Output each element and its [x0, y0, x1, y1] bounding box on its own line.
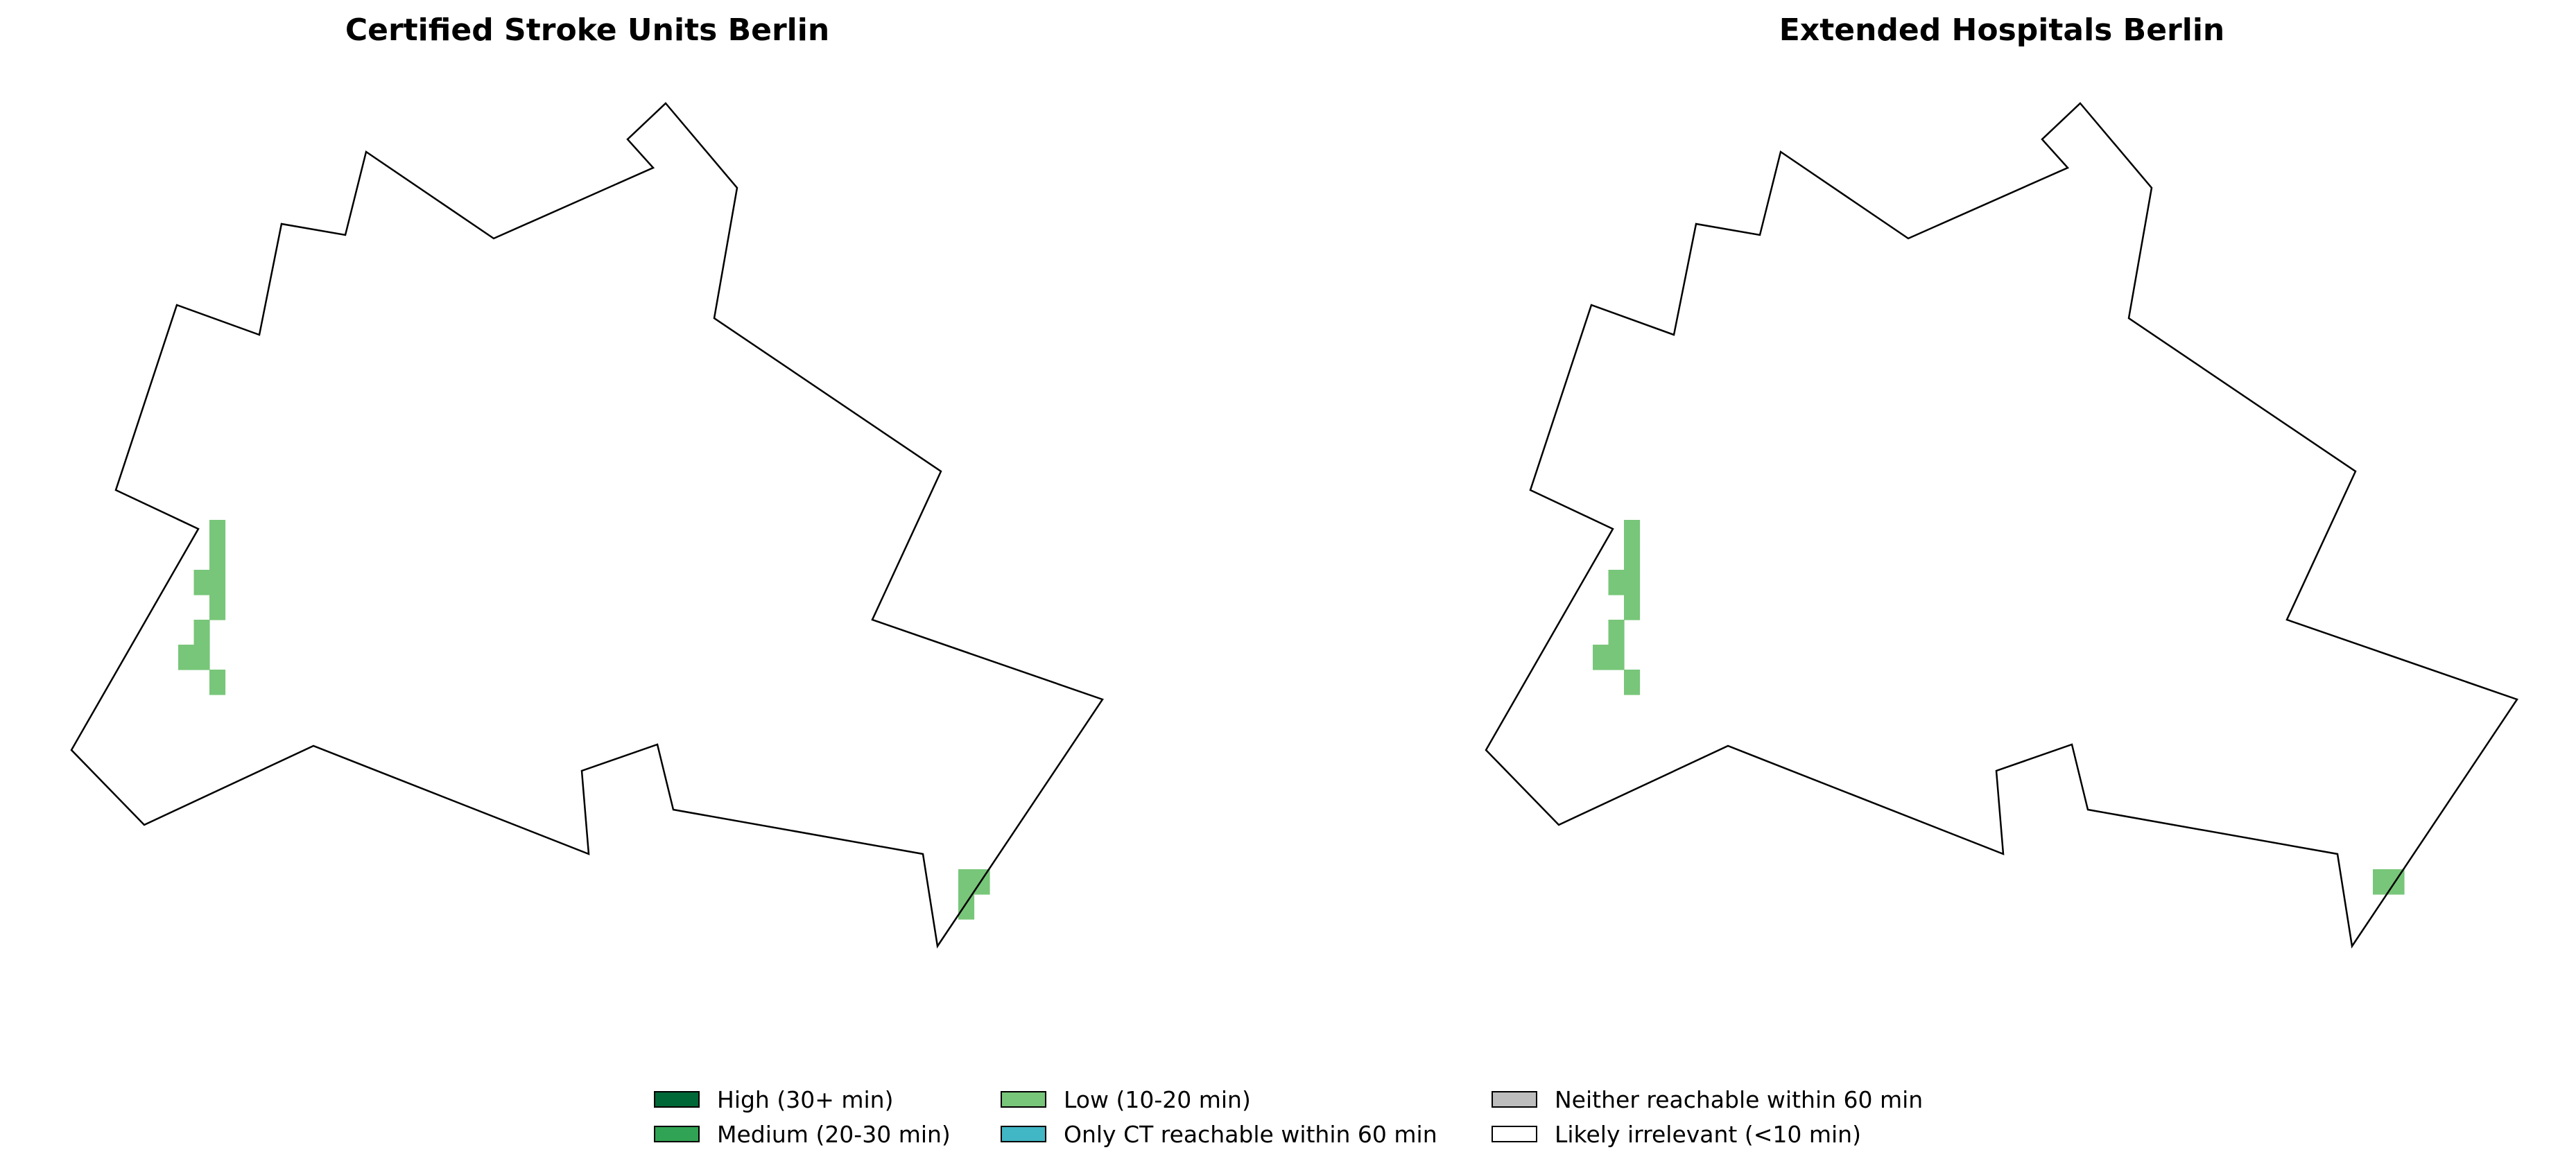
legend-swatch — [1492, 1091, 1537, 1108]
legend-item: Only CT reachable within 60 min — [1001, 1120, 1437, 1148]
legend-item: Neither reachable within 60 min — [1492, 1086, 1923, 1113]
grid-cell — [1608, 620, 1625, 645]
grid-cell — [1608, 645, 1625, 670]
grid-cell — [193, 645, 210, 670]
legend-label: Only CT reachable within 60 min — [1064, 1120, 1437, 1148]
legend-item: Medium (20-30 min) — [654, 1120, 951, 1148]
grid-cell — [209, 520, 226, 546]
grid-cell — [958, 894, 975, 920]
grid-cell — [1624, 670, 1641, 695]
berlin-boundary — [1485, 102, 2518, 949]
legend-swatch — [1001, 1091, 1046, 1108]
legend-label: High (30+ min) — [717, 1086, 894, 1113]
grid-cell — [178, 645, 195, 670]
grid-cell — [1593, 645, 1609, 670]
map-panel-extended-hospitals — [1485, 102, 2518, 949]
grid-cell — [193, 620, 210, 645]
map-title-certified-stroke-units: Certified Stroke Units Berlin — [345, 12, 830, 48]
legend-item: High (30+ min) — [654, 1086, 893, 1113]
legend: High (30+ min) Medium (20-30 min) Low (10-… — [654, 1086, 1971, 1162]
legend-label: Likely irrelevant (<10 min) — [1555, 1120, 1861, 1148]
grid-cell — [958, 869, 975, 895]
grid-cell — [209, 595, 226, 620]
grid-cell — [1624, 595, 1641, 620]
legend-swatch — [654, 1091, 700, 1108]
legend-swatch — [1001, 1126, 1046, 1142]
map-panel-certified-stroke-units — [70, 102, 1104, 949]
legend-label: Low (10-20 min) — [1064, 1086, 1251, 1113]
grid-cell — [1624, 570, 1641, 595]
grid-cell — [974, 869, 990, 895]
legend-swatch — [654, 1126, 700, 1142]
grid-cell — [2373, 869, 2389, 895]
map-title-extended-hospitals: Extended Hospitals Berlin — [1779, 12, 2225, 48]
legend-label: Neither reachable within 60 min — [1555, 1086, 1924, 1113]
grid-cell — [1624, 520, 1641, 546]
berlin-boundary — [70, 102, 1104, 949]
grid-cell — [1608, 570, 1625, 595]
legend-label: Medium (20-30 min) — [717, 1120, 951, 1148]
grid-cell — [209, 670, 226, 695]
legend-item: Likely irrelevant (<10 min) — [1492, 1120, 1861, 1148]
grid-cell — [1624, 545, 1641, 570]
legend-item: Low (10-20 min) — [1001, 1086, 1251, 1113]
grid-cell — [209, 545, 226, 570]
grid-cell — [209, 570, 226, 595]
grid-cell — [193, 570, 210, 595]
grid-cell — [2388, 869, 2405, 895]
legend-swatch — [1492, 1126, 1537, 1142]
